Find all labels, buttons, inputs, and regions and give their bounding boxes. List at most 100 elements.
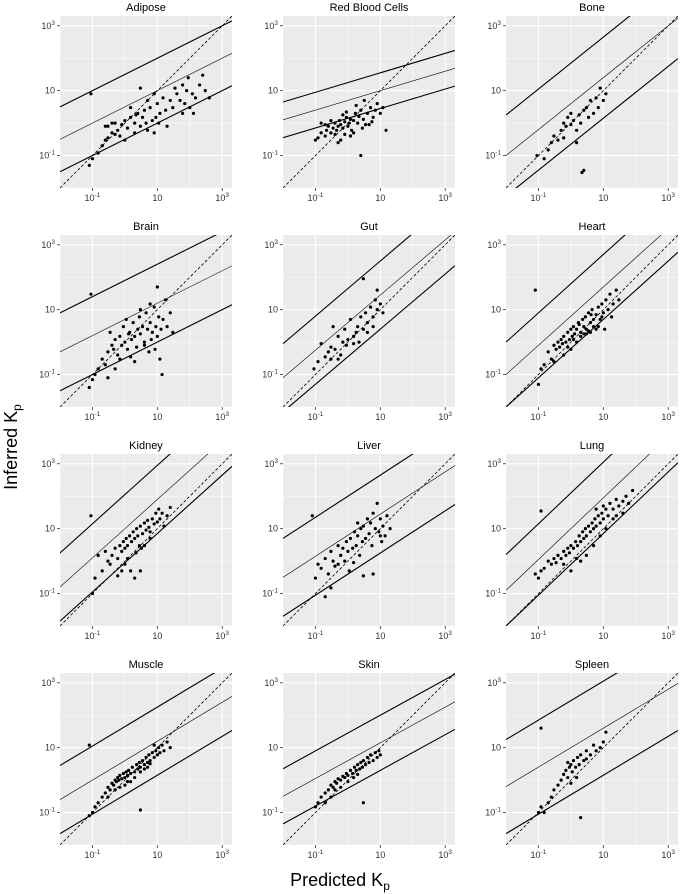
data-point — [562, 136, 566, 140]
x-tick-label: 10-1 — [531, 411, 547, 422]
data-point — [380, 539, 384, 544]
data-point — [144, 121, 148, 125]
identity-line — [60, 235, 232, 407]
data-point — [566, 330, 570, 334]
data-point — [157, 315, 161, 319]
data-point — [100, 144, 104, 148]
data-point — [193, 96, 198, 100]
data-point — [570, 770, 574, 774]
data-point — [559, 128, 563, 132]
panel-title: Gut — [360, 221, 378, 233]
data-point — [586, 329, 591, 333]
data-point — [133, 536, 137, 541]
data-point — [162, 524, 166, 528]
data-point — [356, 121, 360, 125]
y-tick-label: 10-1 — [262, 150, 278, 161]
data-point — [367, 532, 371, 536]
upper-bound-line — [283, 673, 455, 770]
data-point — [580, 170, 584, 175]
data-point — [621, 511, 625, 515]
data-point — [123, 340, 127, 344]
data-point — [336, 562, 340, 566]
data-point — [158, 517, 162, 521]
y-tick-label: 103 — [264, 677, 278, 688]
data-point — [116, 775, 120, 780]
data-point — [313, 138, 318, 142]
data-point — [590, 308, 594, 312]
data-point — [554, 560, 558, 565]
x-tick-label-base: 10 — [85, 193, 95, 203]
data-point — [368, 521, 373, 525]
data-point — [323, 556, 327, 561]
data-point — [106, 136, 110, 140]
y-tick-label-exponent: -1 — [49, 588, 55, 595]
data-point — [577, 322, 581, 327]
data-point — [150, 330, 154, 334]
data-point — [131, 320, 135, 325]
data-point — [375, 308, 379, 312]
data-point — [375, 288, 379, 292]
data-point — [354, 768, 358, 772]
data-point — [564, 768, 568, 772]
data-point — [133, 131, 137, 135]
data-point — [87, 163, 91, 167]
data-point — [594, 524, 598, 528]
data-point — [562, 562, 566, 566]
data-point — [112, 347, 116, 351]
x-tick-label: 10-1 — [85, 192, 101, 203]
data-point — [319, 341, 323, 346]
y-tick-label-base: 10 — [268, 524, 278, 534]
data-point — [123, 118, 127, 123]
data-point — [137, 544, 142, 548]
data-point — [125, 544, 130, 548]
data-point — [346, 337, 350, 342]
x-tick-label: 10 — [152, 850, 162, 860]
identity-line — [506, 16, 678, 188]
data-point — [361, 327, 365, 331]
data-point — [152, 131, 156, 135]
data-point — [359, 153, 363, 158]
data-point — [148, 762, 152, 766]
data-point — [360, 539, 365, 544]
data-point — [571, 337, 576, 342]
data-point — [90, 157, 95, 161]
data-point — [611, 507, 615, 511]
data-point — [368, 753, 373, 757]
y-tick-label-exponent: 3 — [51, 677, 55, 684]
panel-lines — [506, 673, 678, 845]
x-tick-label-exponent: 3 — [225, 411, 229, 418]
data-point — [575, 544, 580, 548]
data-point — [339, 778, 343, 782]
panel-lines — [60, 235, 232, 407]
x-tick-label-exponent: 3 — [225, 192, 229, 199]
data-point — [201, 73, 205, 77]
upper-bound-line — [60, 673, 216, 766]
data-point — [594, 749, 598, 753]
data-point — [552, 360, 556, 364]
x-tick-label-base: 10 — [531, 412, 541, 422]
data-point — [588, 98, 593, 103]
y-tick-label: 10-1 — [262, 807, 278, 818]
data-point — [575, 128, 579, 132]
data-point — [129, 115, 133, 119]
data-point — [93, 576, 97, 580]
regression-line — [506, 454, 650, 591]
data-point — [611, 302, 615, 306]
data-point — [579, 539, 583, 544]
data-point — [582, 108, 586, 112]
data-point — [165, 740, 169, 744]
y-tick-label-base: 10 — [264, 459, 274, 469]
y-tick-label-base: 10 — [41, 678, 51, 688]
data-point — [319, 795, 323, 799]
data-point — [136, 767, 140, 771]
data-point — [142, 763, 147, 767]
data-point — [333, 347, 337, 351]
data-point — [145, 760, 150, 765]
y-tick-label-exponent: 3 — [497, 20, 501, 27]
x-tick-label-base: 10 — [661, 850, 671, 860]
data-point — [341, 546, 345, 550]
data-point — [124, 536, 128, 541]
upper-bound-line — [283, 454, 414, 539]
